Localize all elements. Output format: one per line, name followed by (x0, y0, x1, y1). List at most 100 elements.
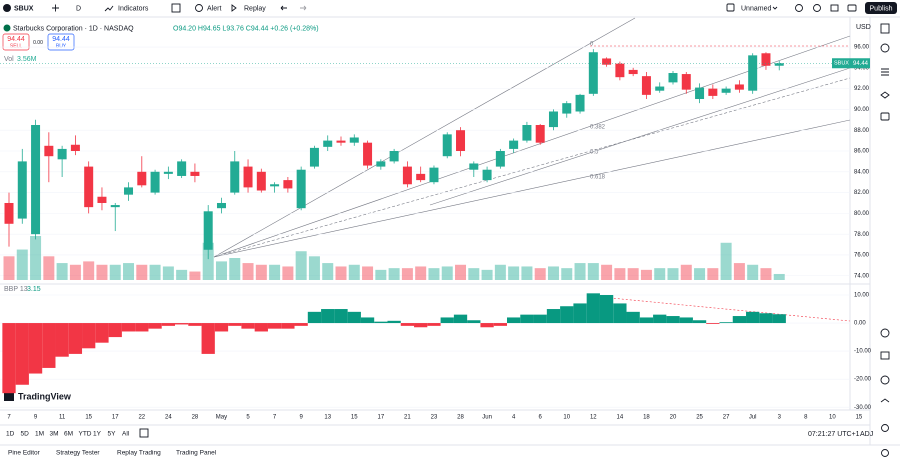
settings-button[interactable] (813, 4, 821, 12)
candle-body (615, 63, 625, 78)
target-button[interactable] (880, 328, 890, 338)
indicators-button[interactable]: Indicators (118, 5, 149, 12)
data-window-button[interactable] (881, 68, 889, 76)
candle-body (602, 58, 612, 65)
interval[interactable]: D (76, 5, 81, 12)
replay-icon[interactable] (231, 4, 237, 12)
bbp-bar (135, 323, 149, 332)
streams-button[interactable] (880, 398, 890, 403)
bbp-bar (161, 323, 175, 326)
x-tick-label: Jun (482, 415, 492, 421)
price-tag-symbol: SBUX (834, 61, 849, 67)
bottom-tab[interactable]: Trading Panel (176, 450, 217, 457)
candle-body (456, 130, 466, 151)
range-button[interactable]: 5Y (108, 431, 117, 438)
redo-button[interactable] (300, 5, 307, 11)
bbp-bar (480, 323, 494, 328)
snapshot-button[interactable] (847, 4, 857, 12)
templates-button[interactable] (171, 3, 181, 13)
range-button[interactable]: 6M (64, 431, 73, 438)
volume-bar (189, 271, 201, 280)
indicators-icon[interactable] (104, 5, 114, 12)
ideas-button[interactable] (880, 375, 890, 385)
undo-button[interactable] (280, 5, 287, 11)
buy-button[interactable] (47, 33, 75, 51)
range-button[interactable]: All (122, 431, 130, 438)
x-tick-label: 15 (85, 415, 92, 421)
candle-body (695, 87, 705, 100)
compare-button[interactable] (52, 4, 59, 12)
quick-search[interactable] (795, 4, 803, 12)
y-tick-label: 94.00 (854, 65, 870, 71)
candle-body (243, 166, 253, 188)
volume-bar (123, 263, 135, 280)
layout-checkbox[interactable] (726, 3, 735, 12)
alert-button[interactable]: Alert (207, 5, 221, 12)
notifications-button[interactable] (881, 424, 889, 432)
range-button[interactable]: 1Y (93, 431, 102, 438)
candle-body (17, 161, 27, 219)
bbp-tick-label: -30.00 (854, 405, 872, 411)
layout-name[interactable]: Unnamed (741, 5, 771, 12)
bottom-tab[interactable]: Pine Editor (8, 450, 41, 457)
replay-button[interactable]: Replay (244, 5, 266, 12)
calendar-button[interactable] (880, 351, 890, 360)
x-tick-label: 15 (351, 415, 358, 421)
volume-bar (308, 256, 320, 280)
range-button[interactable]: 1M (35, 431, 44, 438)
sell-button[interactable] (2, 33, 30, 51)
alerts-button[interactable] (880, 43, 890, 53)
layout-menu[interactable] (772, 6, 778, 10)
candle-body (575, 94, 585, 112)
bottom-tab[interactable]: Strategy Tester (56, 450, 100, 457)
bbp-bar (613, 303, 627, 324)
volume-bar (269, 264, 281, 280)
bbp-bar (772, 314, 786, 324)
sell-price[interactable]: 94.44 (7, 36, 25, 43)
volume-bar (415, 266, 427, 280)
y-tick-label: 92.00 (854, 86, 870, 92)
watchlist-button[interactable] (880, 23, 890, 34)
buy-label[interactable]: BUY (56, 43, 67, 49)
fullscreen-button[interactable] (830, 4, 839, 12)
bbp-bar (334, 309, 348, 324)
bottom-tab[interactable]: Replay Trading (117, 450, 161, 457)
candle-body (336, 140, 346, 143)
range-button[interactable]: 5D (21, 431, 30, 438)
volume-bar (202, 242, 214, 280)
bbp-bar (639, 317, 654, 324)
volume-bar (109, 264, 121, 280)
buy-price[interactable]: 94.44 (52, 36, 70, 43)
range-button[interactable]: 3M (50, 431, 59, 438)
candle-body (708, 88, 718, 96)
candle-body (562, 103, 572, 114)
fib-label: 0.618 (590, 175, 606, 181)
alert-icon[interactable] (195, 4, 203, 12)
sell-label[interactable]: SELL (10, 43, 22, 49)
bbp-bar (573, 303, 587, 324)
publish-button[interactable]: Publish (870, 5, 893, 12)
candle-body (548, 111, 558, 128)
symbol-logo[interactable] (3, 4, 11, 12)
chat-button[interactable] (880, 112, 890, 121)
candle-body (84, 166, 94, 208)
adj-button[interactable]: ADJ (860, 431, 873, 438)
x-tick-label: 9 (34, 415, 38, 421)
publish-button-bg[interactable] (865, 2, 897, 14)
bbp-bar (759, 313, 773, 324)
candle-body (628, 69, 638, 75)
bbp-tick-label: 0.00 (854, 321, 866, 327)
candle-body (482, 169, 492, 181)
help-button[interactable] (881, 449, 889, 457)
bbp-trend-line (589, 295, 851, 322)
range-button[interactable]: 1D (6, 431, 15, 438)
volume-bar (43, 256, 55, 280)
tv-logo: TradingView (18, 391, 72, 401)
layers-button[interactable] (880, 91, 890, 99)
date-range-button[interactable] (139, 428, 149, 438)
bbp-bar (294, 323, 308, 326)
range-button[interactable]: YTD (79, 431, 92, 438)
volume-bar (335, 266, 347, 280)
symbol[interactable]: SBUX (14, 5, 34, 12)
